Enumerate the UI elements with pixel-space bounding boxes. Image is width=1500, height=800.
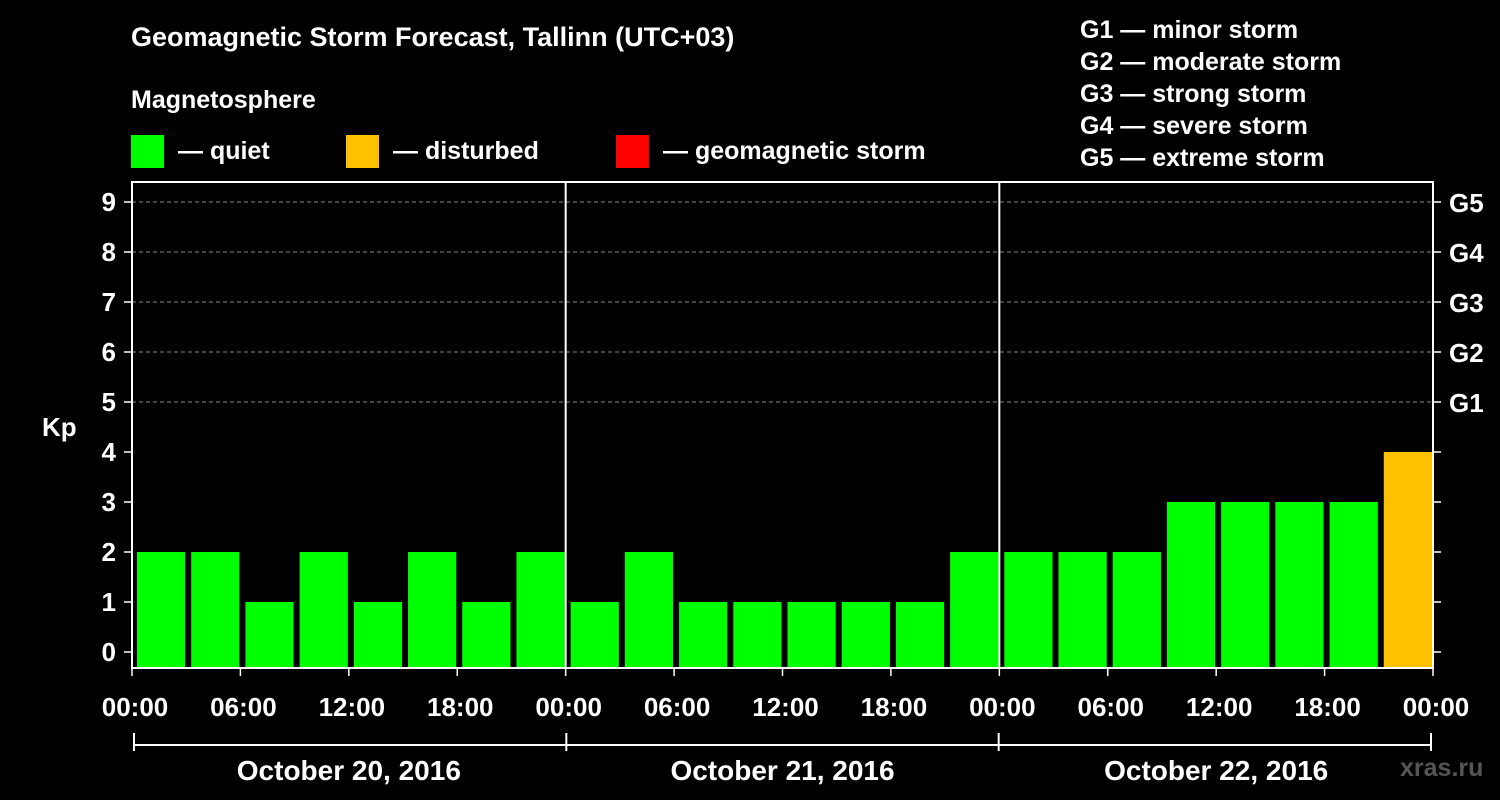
ytick-label-5: 5 (102, 387, 116, 417)
storm-scale-g5: G5 — extreme storm (1080, 144, 1325, 172)
bar-4 (353, 602, 403, 668)
bar-7 (516, 552, 565, 668)
legend-item-quiet: — quiet (131, 134, 270, 168)
bar-16 (1004, 552, 1053, 668)
day-label-0: October 20, 2016 (237, 755, 461, 786)
legend-swatch-storm (616, 134, 649, 168)
bar-10 (679, 602, 728, 668)
bar-22 (1329, 502, 1378, 668)
chart-title: Geomagnetic Storm Forecast, Tallinn (UTC… (131, 22, 735, 52)
day-label-2: October 22, 2016 (1104, 755, 1328, 786)
xtick-label-8: 00:00 (969, 692, 1036, 722)
bar-3 (299, 552, 348, 668)
legend-label-storm: — geomagnetic storm (663, 136, 926, 165)
legend-label-quiet: — quiet (178, 136, 270, 165)
axis-labels: 0 1 2 3 4 5 6 7 8 9 G1 G2 G3 G4 G5 Kp 00:00 06:00 12:00 18:… (42, 187, 1484, 786)
right-tick-label-G3: G3 (1449, 288, 1484, 318)
bar-13 (841, 602, 890, 668)
bar-6 (462, 602, 511, 668)
bar-0 (137, 552, 186, 668)
ytick-label-0: 0 (102, 637, 116, 667)
bar-17 (1058, 552, 1107, 668)
right-tick-label-G4: G4 (1449, 238, 1484, 268)
storm-scale-g4: G4 — severe storm (1080, 112, 1308, 140)
storm-scale-g2: G2 — moderate storm (1080, 48, 1342, 76)
bar-5 (408, 552, 457, 668)
xtick-label-10: 12:00 (1186, 692, 1253, 722)
day-label-1: October 21, 2016 (670, 755, 894, 786)
bar-9 (624, 552, 674, 668)
xtick-label-3: 18:00 (427, 692, 494, 722)
ytick-label-6: 6 (102, 337, 116, 367)
xtick-label-5: 06:00 (644, 692, 711, 722)
bar-20 (1221, 502, 1270, 668)
bar-21 (1275, 502, 1324, 668)
right-tick-label-G2: G2 (1449, 338, 1484, 368)
legend-heading: Magnetosphere (131, 86, 316, 114)
xtick-label-11: 18:00 (1294, 692, 1361, 722)
right-tick-label-G1: G1 (1449, 388, 1484, 418)
bar-2 (245, 602, 294, 668)
legend-swatch-disturbed (346, 134, 379, 168)
storm-scale-g3: G3 — strong storm (1080, 80, 1307, 108)
bar-18 (1112, 552, 1161, 668)
legend-item-storm: — geomagnetic storm (616, 134, 926, 168)
grid-lines (132, 201, 1433, 403)
bar-8 (570, 602, 619, 668)
y-axis-label: Kp (42, 412, 77, 442)
bars (137, 452, 1432, 668)
ytick-label-2: 2 (102, 537, 116, 567)
xtick-label-4: 00:00 (535, 692, 602, 722)
xtick-label-2: 12:00 (319, 692, 386, 722)
xtick-label-0: 00:00 (102, 692, 169, 722)
watermark: xras.ru (1400, 754, 1484, 782)
bar-15 (950, 552, 999, 668)
bar-14 (895, 602, 945, 668)
xtick-label-7: 18:00 (861, 692, 928, 722)
xtick-label-9: 06:00 (1078, 692, 1145, 722)
bar-19 (1166, 502, 1216, 668)
xtick-label-12: 00:00 (1403, 692, 1470, 722)
legend-item-disturbed: — disturbed (346, 134, 539, 168)
ytick-label-9: 9 (102, 187, 116, 217)
right-tick-label-G5: G5 (1449, 188, 1484, 218)
xtick-label-1: 06:00 (210, 692, 277, 722)
bar-11 (733, 602, 782, 668)
ytick-label-8: 8 (102, 237, 116, 267)
legend-label-disturbed: — disturbed (393, 136, 539, 165)
legend-swatch-quiet (131, 134, 164, 168)
xtick-label-6: 12:00 (752, 692, 819, 722)
ytick-label-7: 7 (102, 287, 116, 317)
bar-12 (787, 602, 836, 668)
plot-frame (124, 181, 1441, 751)
storm-scale-g1: G1 — minor storm (1080, 16, 1299, 44)
ytick-label-4: 4 (102, 437, 117, 467)
storm-scale-legend: G1 — minor storm G2 — moderate storm G3 … (1080, 14, 1341, 174)
bar-1 (191, 552, 240, 668)
bar-23 (1383, 452, 1432, 668)
ytick-label-1: 1 (102, 587, 116, 617)
ytick-label-3: 3 (102, 487, 116, 517)
